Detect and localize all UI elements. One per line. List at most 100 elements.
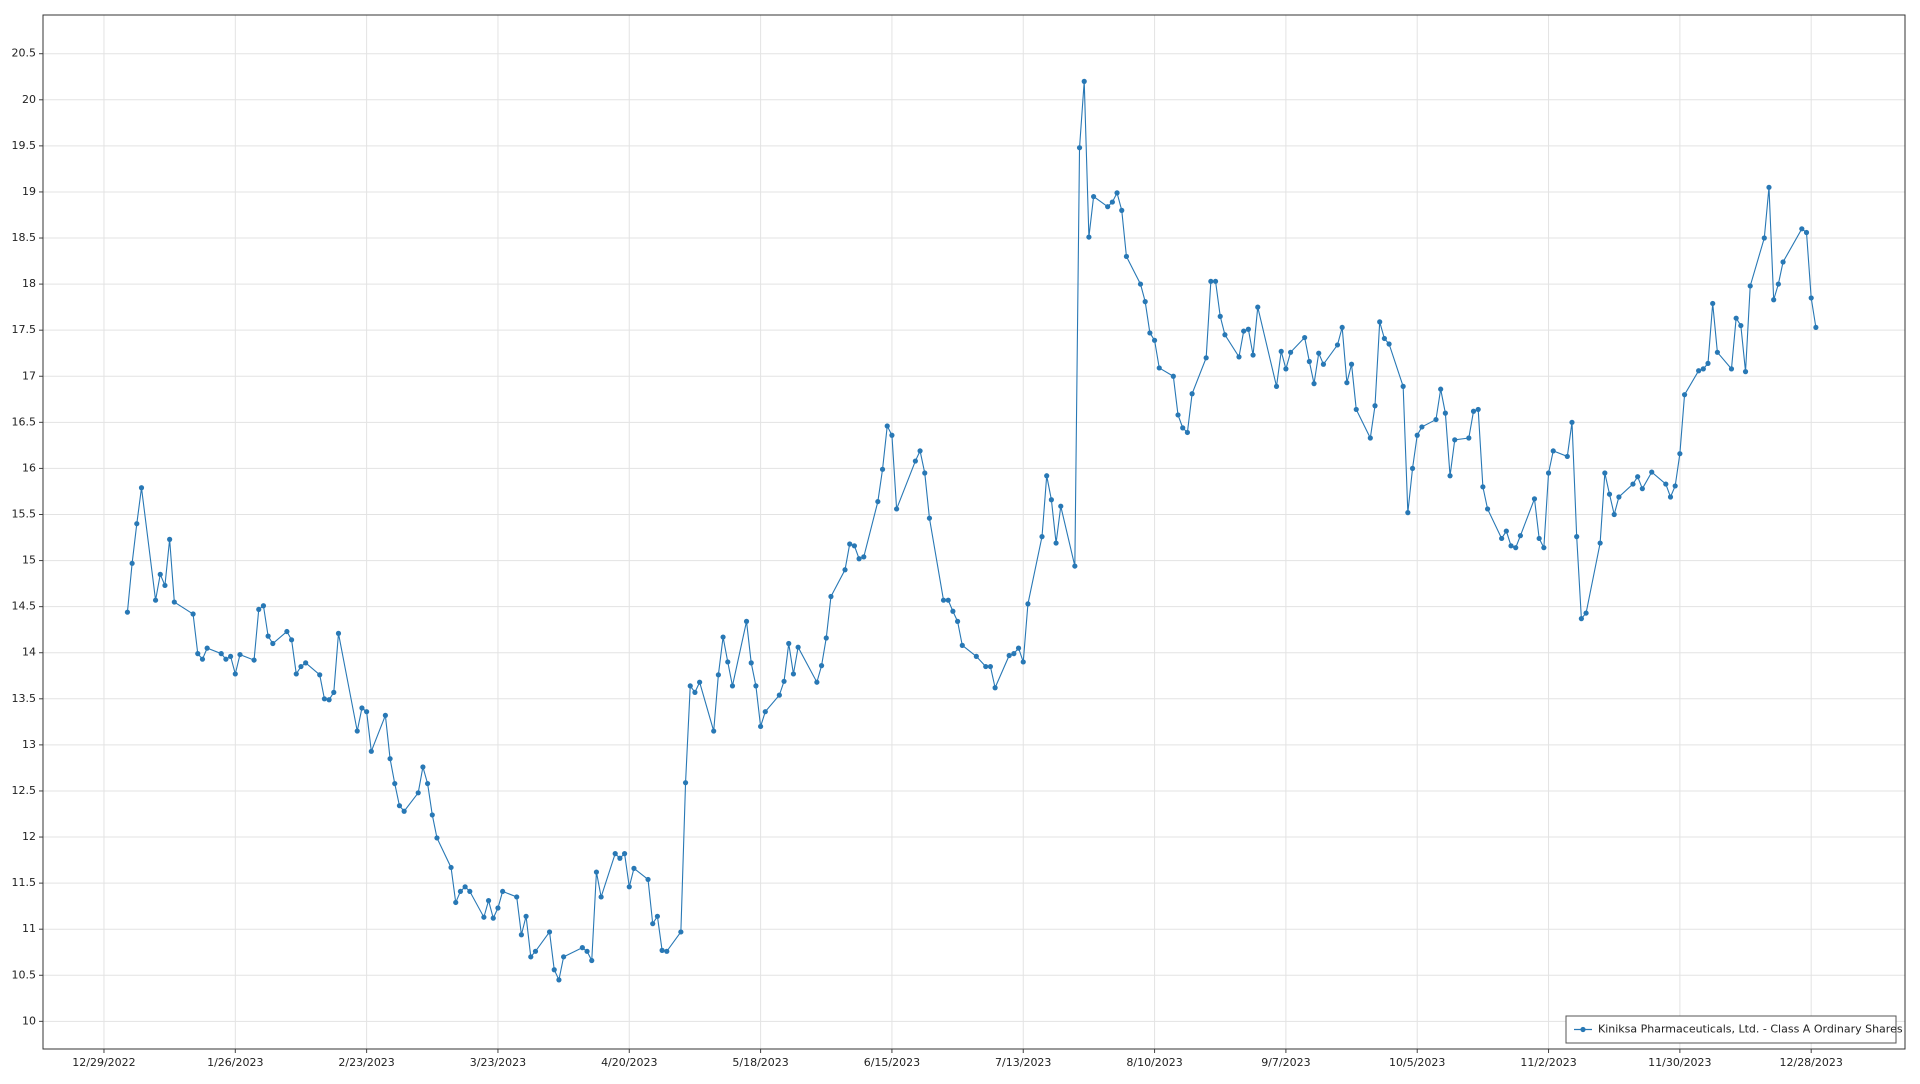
data-point [434, 835, 440, 841]
data-point [396, 803, 403, 809]
data-point [711, 728, 717, 734]
y-tick-label: 16.5 [12, 415, 37, 428]
data-point [204, 645, 210, 651]
data-point [1142, 299, 1148, 305]
data-point [762, 709, 768, 715]
data-point [828, 593, 834, 600]
y-tick-label: 14.5 [12, 600, 37, 613]
data-point [138, 485, 145, 491]
data-point [781, 678, 787, 684]
data-point [1217, 313, 1223, 319]
data-point [1508, 543, 1514, 549]
data-point [1470, 408, 1477, 414]
data-point [288, 637, 295, 643]
data-point [1241, 328, 1247, 334]
data-point [1283, 366, 1289, 372]
data-point [1569, 419, 1575, 425]
data-point [1663, 481, 1669, 487]
data-point [260, 603, 267, 609]
data-point [1452, 437, 1458, 443]
data-point [317, 672, 323, 678]
data-point [1053, 540, 1059, 546]
y-tick-label: 20 [22, 93, 36, 106]
data-point [387, 756, 393, 762]
data-point [134, 521, 140, 527]
data-point [884, 423, 890, 429]
y-tick-label: 18 [22, 277, 36, 290]
data-point [851, 543, 858, 549]
y-tick-label: 11 [22, 922, 36, 935]
data-point [1287, 349, 1294, 355]
data-point [776, 692, 782, 698]
data-point [514, 894, 520, 900]
data-point [1761, 235, 1767, 241]
data-point [786, 640, 792, 647]
y-tick-label: 13 [22, 738, 36, 751]
data-point [303, 660, 309, 666]
data-point [1564, 453, 1570, 460]
data-point [1649, 469, 1655, 475]
y-tick-label: 15 [22, 554, 36, 567]
data-point [1348, 361, 1355, 367]
data-point [659, 947, 665, 953]
data-point [467, 888, 473, 895]
data-point [795, 644, 801, 650]
data-point [331, 689, 337, 695]
data-point [1203, 355, 1209, 361]
data-point [650, 921, 656, 927]
data-point [1438, 386, 1444, 392]
data-point [954, 618, 961, 624]
data-point [401, 808, 407, 814]
data-point [1147, 330, 1153, 336]
data-point [1339, 324, 1345, 331]
data-point [579, 945, 585, 951]
data-point [298, 663, 304, 670]
data-point [1433, 416, 1439, 423]
data-point [532, 948, 539, 954]
data-point [190, 611, 196, 617]
data-point [265, 633, 271, 639]
x-tick-label: 5/18/2023 [732, 1056, 788, 1069]
data-point [551, 967, 557, 973]
data-point [1616, 494, 1622, 500]
data-point [983, 663, 989, 670]
data-point [1353, 406, 1359, 413]
data-point [1006, 652, 1012, 659]
data-point [1503, 528, 1509, 534]
data-point [420, 764, 426, 770]
x-tick-label: 1/26/2023 [207, 1056, 263, 1069]
y-tick-label: 12 [22, 830, 36, 843]
data-point [912, 458, 918, 464]
data-point [818, 663, 825, 669]
data-point [1367, 435, 1373, 441]
data-point [124, 609, 131, 615]
data-point [546, 929, 553, 935]
data-point [950, 608, 956, 614]
data-point [1151, 337, 1158, 343]
data-point [228, 653, 234, 660]
y-tick-label: 18.5 [12, 231, 37, 244]
data-point [1513, 545, 1519, 551]
data-point [1672, 483, 1678, 489]
data-point [1044, 473, 1050, 479]
y-tick-label: 11.5 [12, 876, 37, 889]
data-point [1170, 373, 1176, 379]
data-point [945, 597, 951, 603]
y-tick-label: 20.5 [12, 47, 37, 60]
data-point [500, 888, 506, 895]
data-point [223, 656, 229, 662]
data-point [1475, 406, 1481, 413]
data-point [823, 635, 829, 641]
data-point [1255, 304, 1261, 310]
data-point [1728, 366, 1735, 372]
data-point [1245, 326, 1251, 332]
data-point [697, 679, 703, 685]
data-point [152, 597, 159, 603]
data-point [1733, 315, 1739, 321]
data-point [814, 679, 820, 685]
data-point [1273, 383, 1280, 389]
data-point [171, 599, 177, 605]
data-point [654, 913, 661, 919]
data-point [687, 683, 693, 689]
data-point [664, 948, 670, 954]
